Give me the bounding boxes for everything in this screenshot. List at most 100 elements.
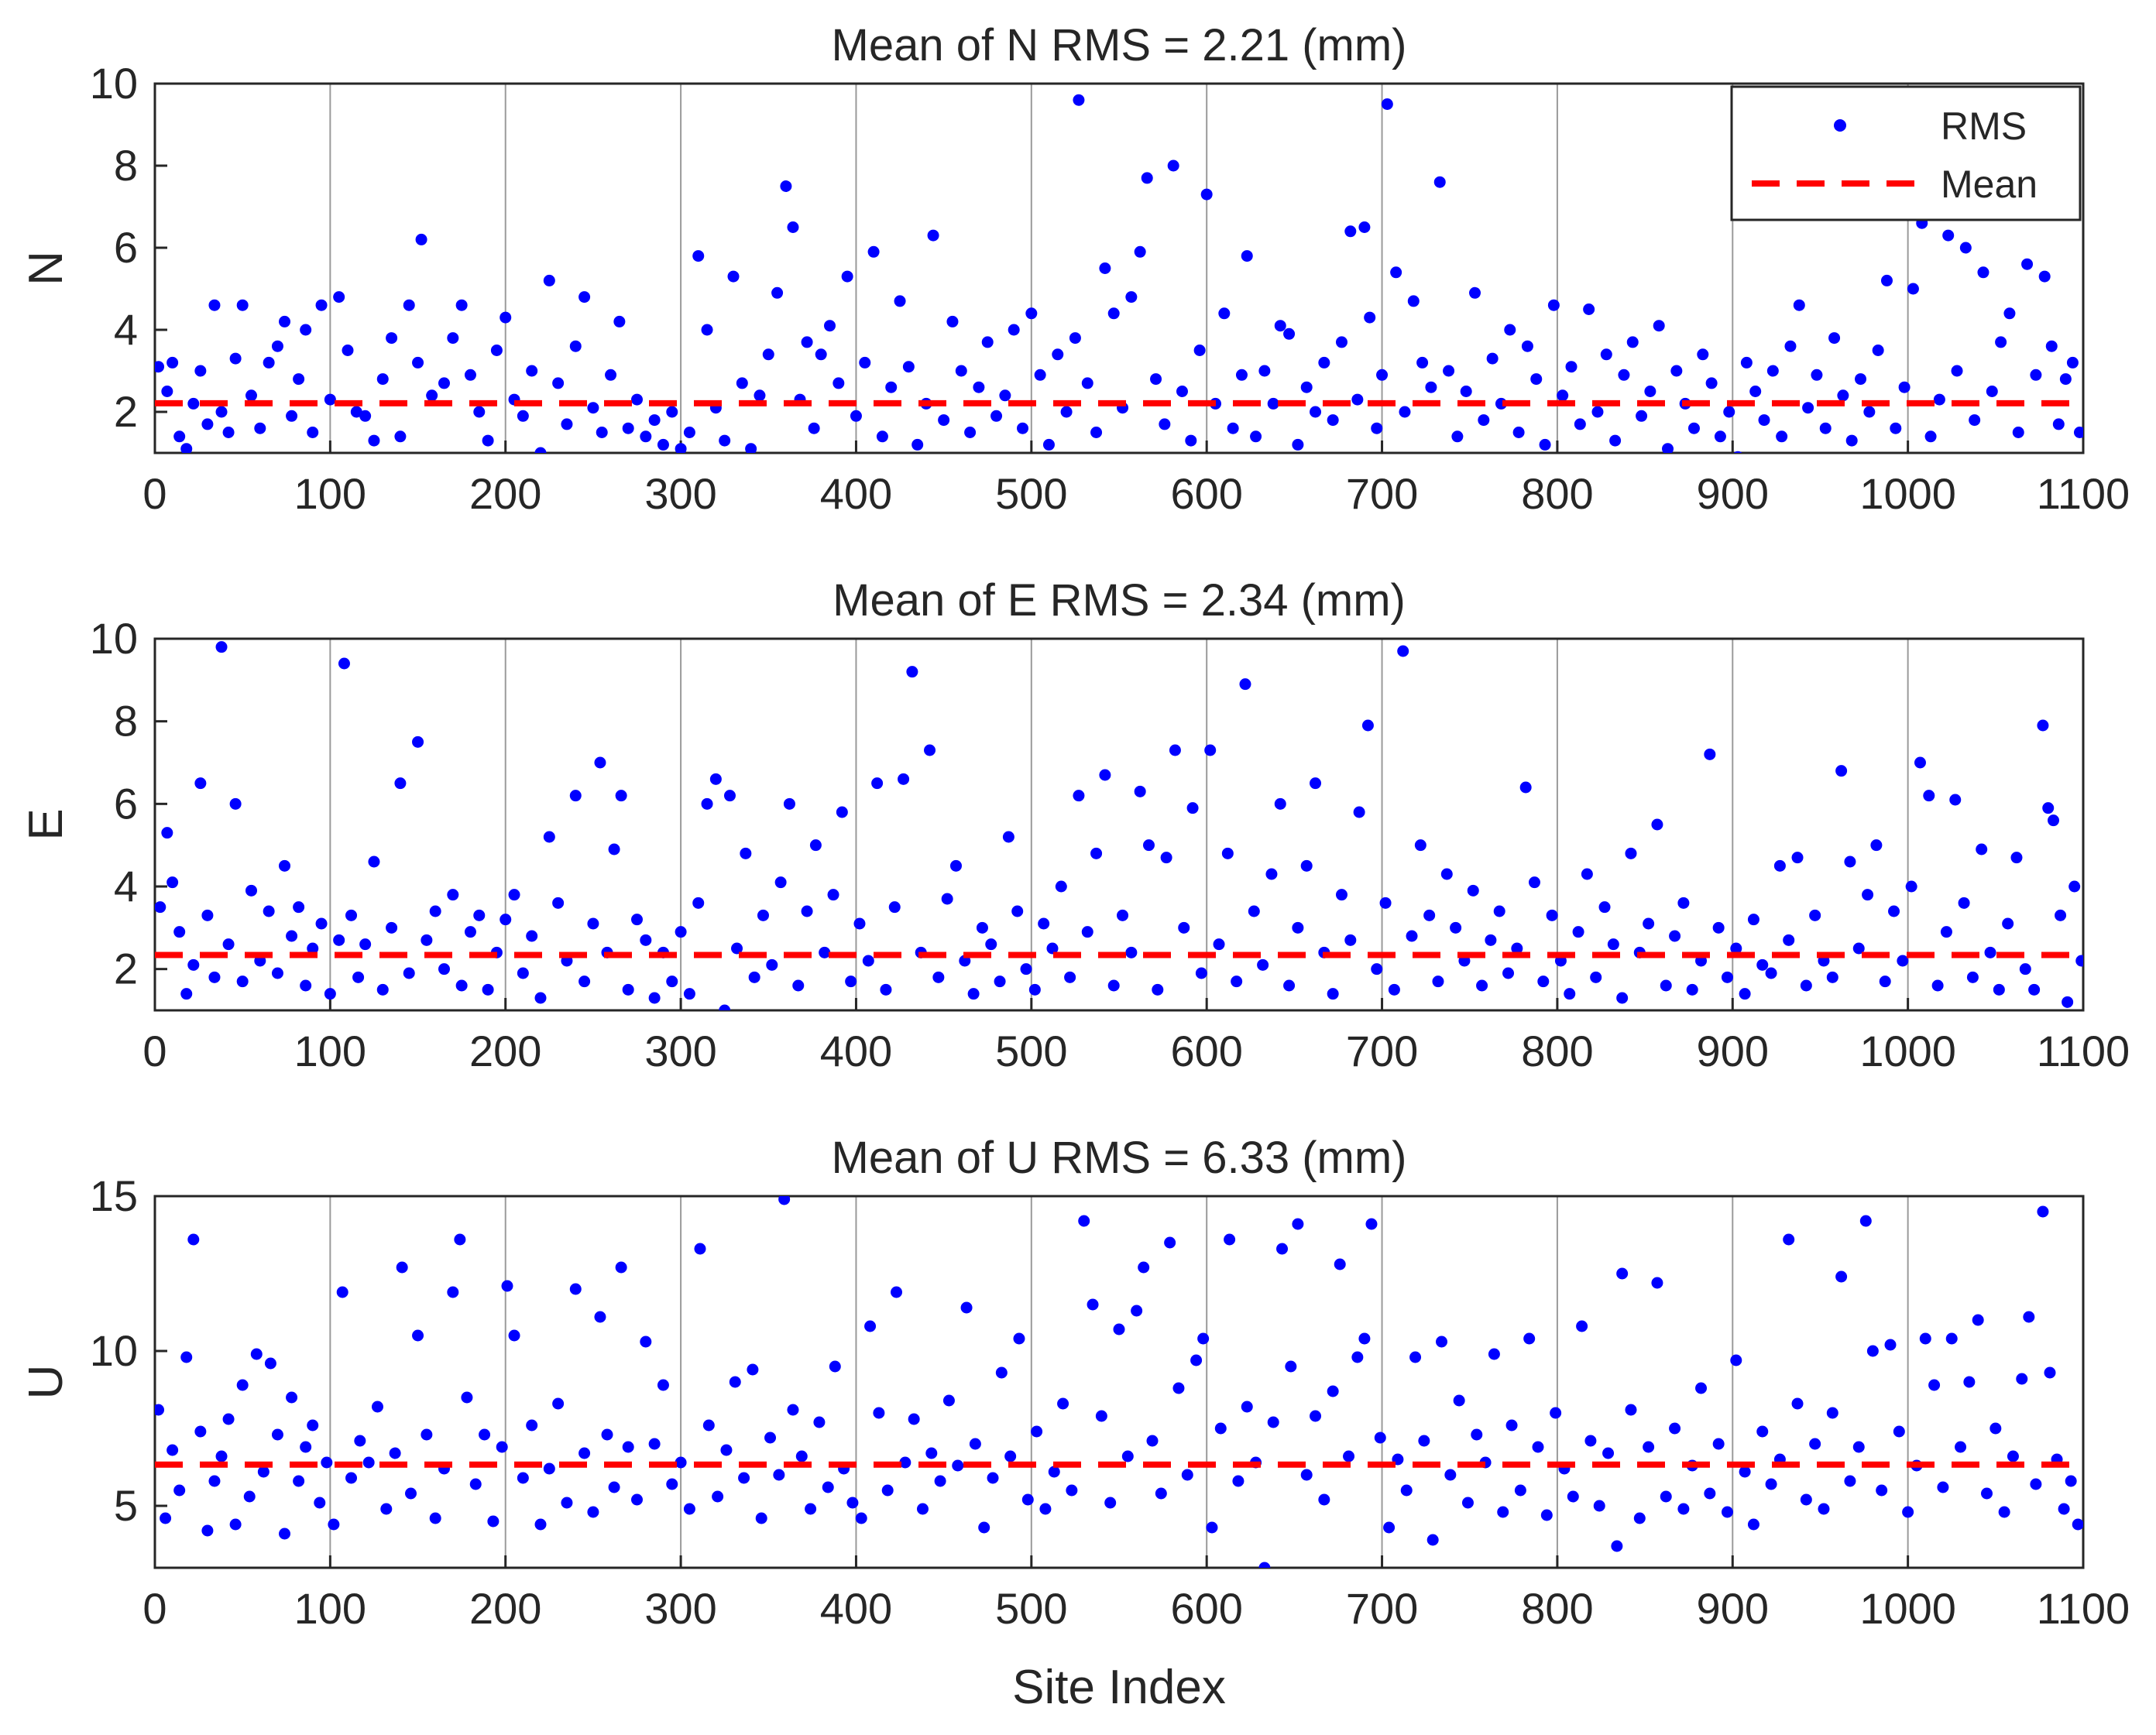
- rms-point: [236, 1379, 249, 1391]
- x-tick-label: 400: [820, 469, 892, 518]
- x-tick-label: 100: [294, 1584, 366, 1633]
- rms-point: [1300, 381, 1313, 393]
- rms-point: [719, 434, 731, 447]
- x-tick-label: 400: [820, 1584, 892, 1633]
- rms-point: [1274, 797, 1286, 810]
- rms-point: [257, 1466, 270, 1478]
- rms-point: [1025, 307, 1038, 320]
- rms-point: [561, 1497, 573, 1509]
- rms-point: [1739, 1466, 1751, 1478]
- rms-point: [201, 909, 214, 921]
- rms-point: [938, 414, 950, 427]
- rms-point: [1890, 422, 1902, 434]
- rms-point: [222, 427, 235, 438]
- rms-point: [1845, 434, 1858, 447]
- rms-point: [155, 361, 165, 373]
- rms-point: [1376, 369, 1389, 381]
- rms-point: [1984, 946, 1996, 958]
- rms-point: [2065, 1475, 2077, 1487]
- rms-point: [1113, 1323, 1125, 1336]
- rms-point: [845, 976, 857, 988]
- rms-point: [675, 1456, 687, 1469]
- rms-point: [403, 299, 415, 311]
- rms-point: [1879, 976, 1891, 988]
- rms-point: [596, 427, 608, 438]
- rms-point: [300, 1441, 312, 1453]
- rms-point: [350, 406, 362, 418]
- rms-point: [762, 348, 774, 361]
- rms-point: [757, 909, 769, 921]
- rms-point: [1283, 979, 1296, 992]
- rms-point: [464, 369, 476, 381]
- rms-point: [615, 790, 627, 802]
- rms-point: [1643, 1441, 1655, 1453]
- rms-point: [229, 797, 242, 810]
- rms-point: [208, 299, 221, 311]
- rms-point: [1292, 921, 1304, 934]
- rms-point: [999, 389, 1011, 402]
- rms-point: [173, 926, 186, 938]
- rms-point: [376, 373, 389, 386]
- rms-point: [201, 1524, 214, 1537]
- rms-point: [1511, 942, 1523, 955]
- rms-point: [526, 1419, 538, 1432]
- rms-point: [1150, 373, 1162, 386]
- rms-point: [1090, 847, 1103, 859]
- rms-point: [675, 926, 687, 938]
- rms-point: [222, 938, 235, 951]
- rms-point: [1933, 393, 1945, 406]
- rms-point: [496, 1441, 508, 1453]
- rms-point: [1221, 847, 1234, 859]
- rms-point: [964, 427, 977, 438]
- rms-point: [657, 1379, 669, 1391]
- rms-point: [740, 847, 752, 859]
- x-tick-label: 300: [644, 1584, 716, 1633]
- rms-point: [187, 1233, 200, 1246]
- rms-point: [161, 386, 173, 397]
- rms-point: [1584, 1435, 1597, 1447]
- rms-point: [2068, 880, 2081, 893]
- rms-point: [271, 340, 283, 352]
- rms-point: [778, 1196, 791, 1205]
- rms-point: [973, 381, 985, 393]
- rms-point: [1099, 262, 1111, 274]
- rms-point: [949, 859, 962, 872]
- rms-point: [1625, 847, 1637, 859]
- rms-point: [1721, 1506, 1733, 1518]
- rms-point: [1250, 430, 1262, 443]
- x-tick-label: 500: [995, 1584, 1067, 1633]
- rms-point: [394, 430, 407, 443]
- rms-point: [1749, 386, 1762, 397]
- rms-point: [180, 988, 193, 1000]
- rms-point: [286, 410, 298, 422]
- rms-point: [552, 897, 565, 909]
- rms-point: [1835, 765, 1848, 777]
- rms-point: [694, 1243, 706, 1255]
- rms-point: [1986, 386, 1998, 397]
- rms-point: [482, 434, 494, 447]
- rms-point: [1740, 356, 1753, 369]
- x-tick-label: 500: [995, 469, 1067, 518]
- rms-point: [508, 1329, 520, 1342]
- rms-point: [867, 245, 880, 258]
- rms-point: [376, 983, 389, 996]
- rms-point: [1616, 1267, 1629, 1280]
- rms-point: [1733, 451, 1742, 453]
- rms-point: [1257, 958, 1269, 971]
- rms-point: [824, 320, 836, 332]
- rms-point: [1609, 434, 1622, 447]
- rms-point: [1818, 1503, 1830, 1515]
- rms-point: [934, 1475, 946, 1487]
- rms-point: [881, 1484, 894, 1497]
- rms-point: [173, 430, 186, 443]
- rms-point: [1066, 1484, 1078, 1497]
- rms-point: [1476, 979, 1488, 992]
- rms-point: [501, 1280, 513, 1292]
- rms-point: [587, 1506, 599, 1518]
- rms-point: [738, 1472, 750, 1484]
- x-tick-label: 1000: [1859, 469, 1956, 518]
- rms-point: [1859, 1215, 1872, 1227]
- rms-points: [155, 1196, 2083, 1568]
- rms-point: [333, 291, 345, 303]
- rms-point: [1146, 1435, 1159, 1447]
